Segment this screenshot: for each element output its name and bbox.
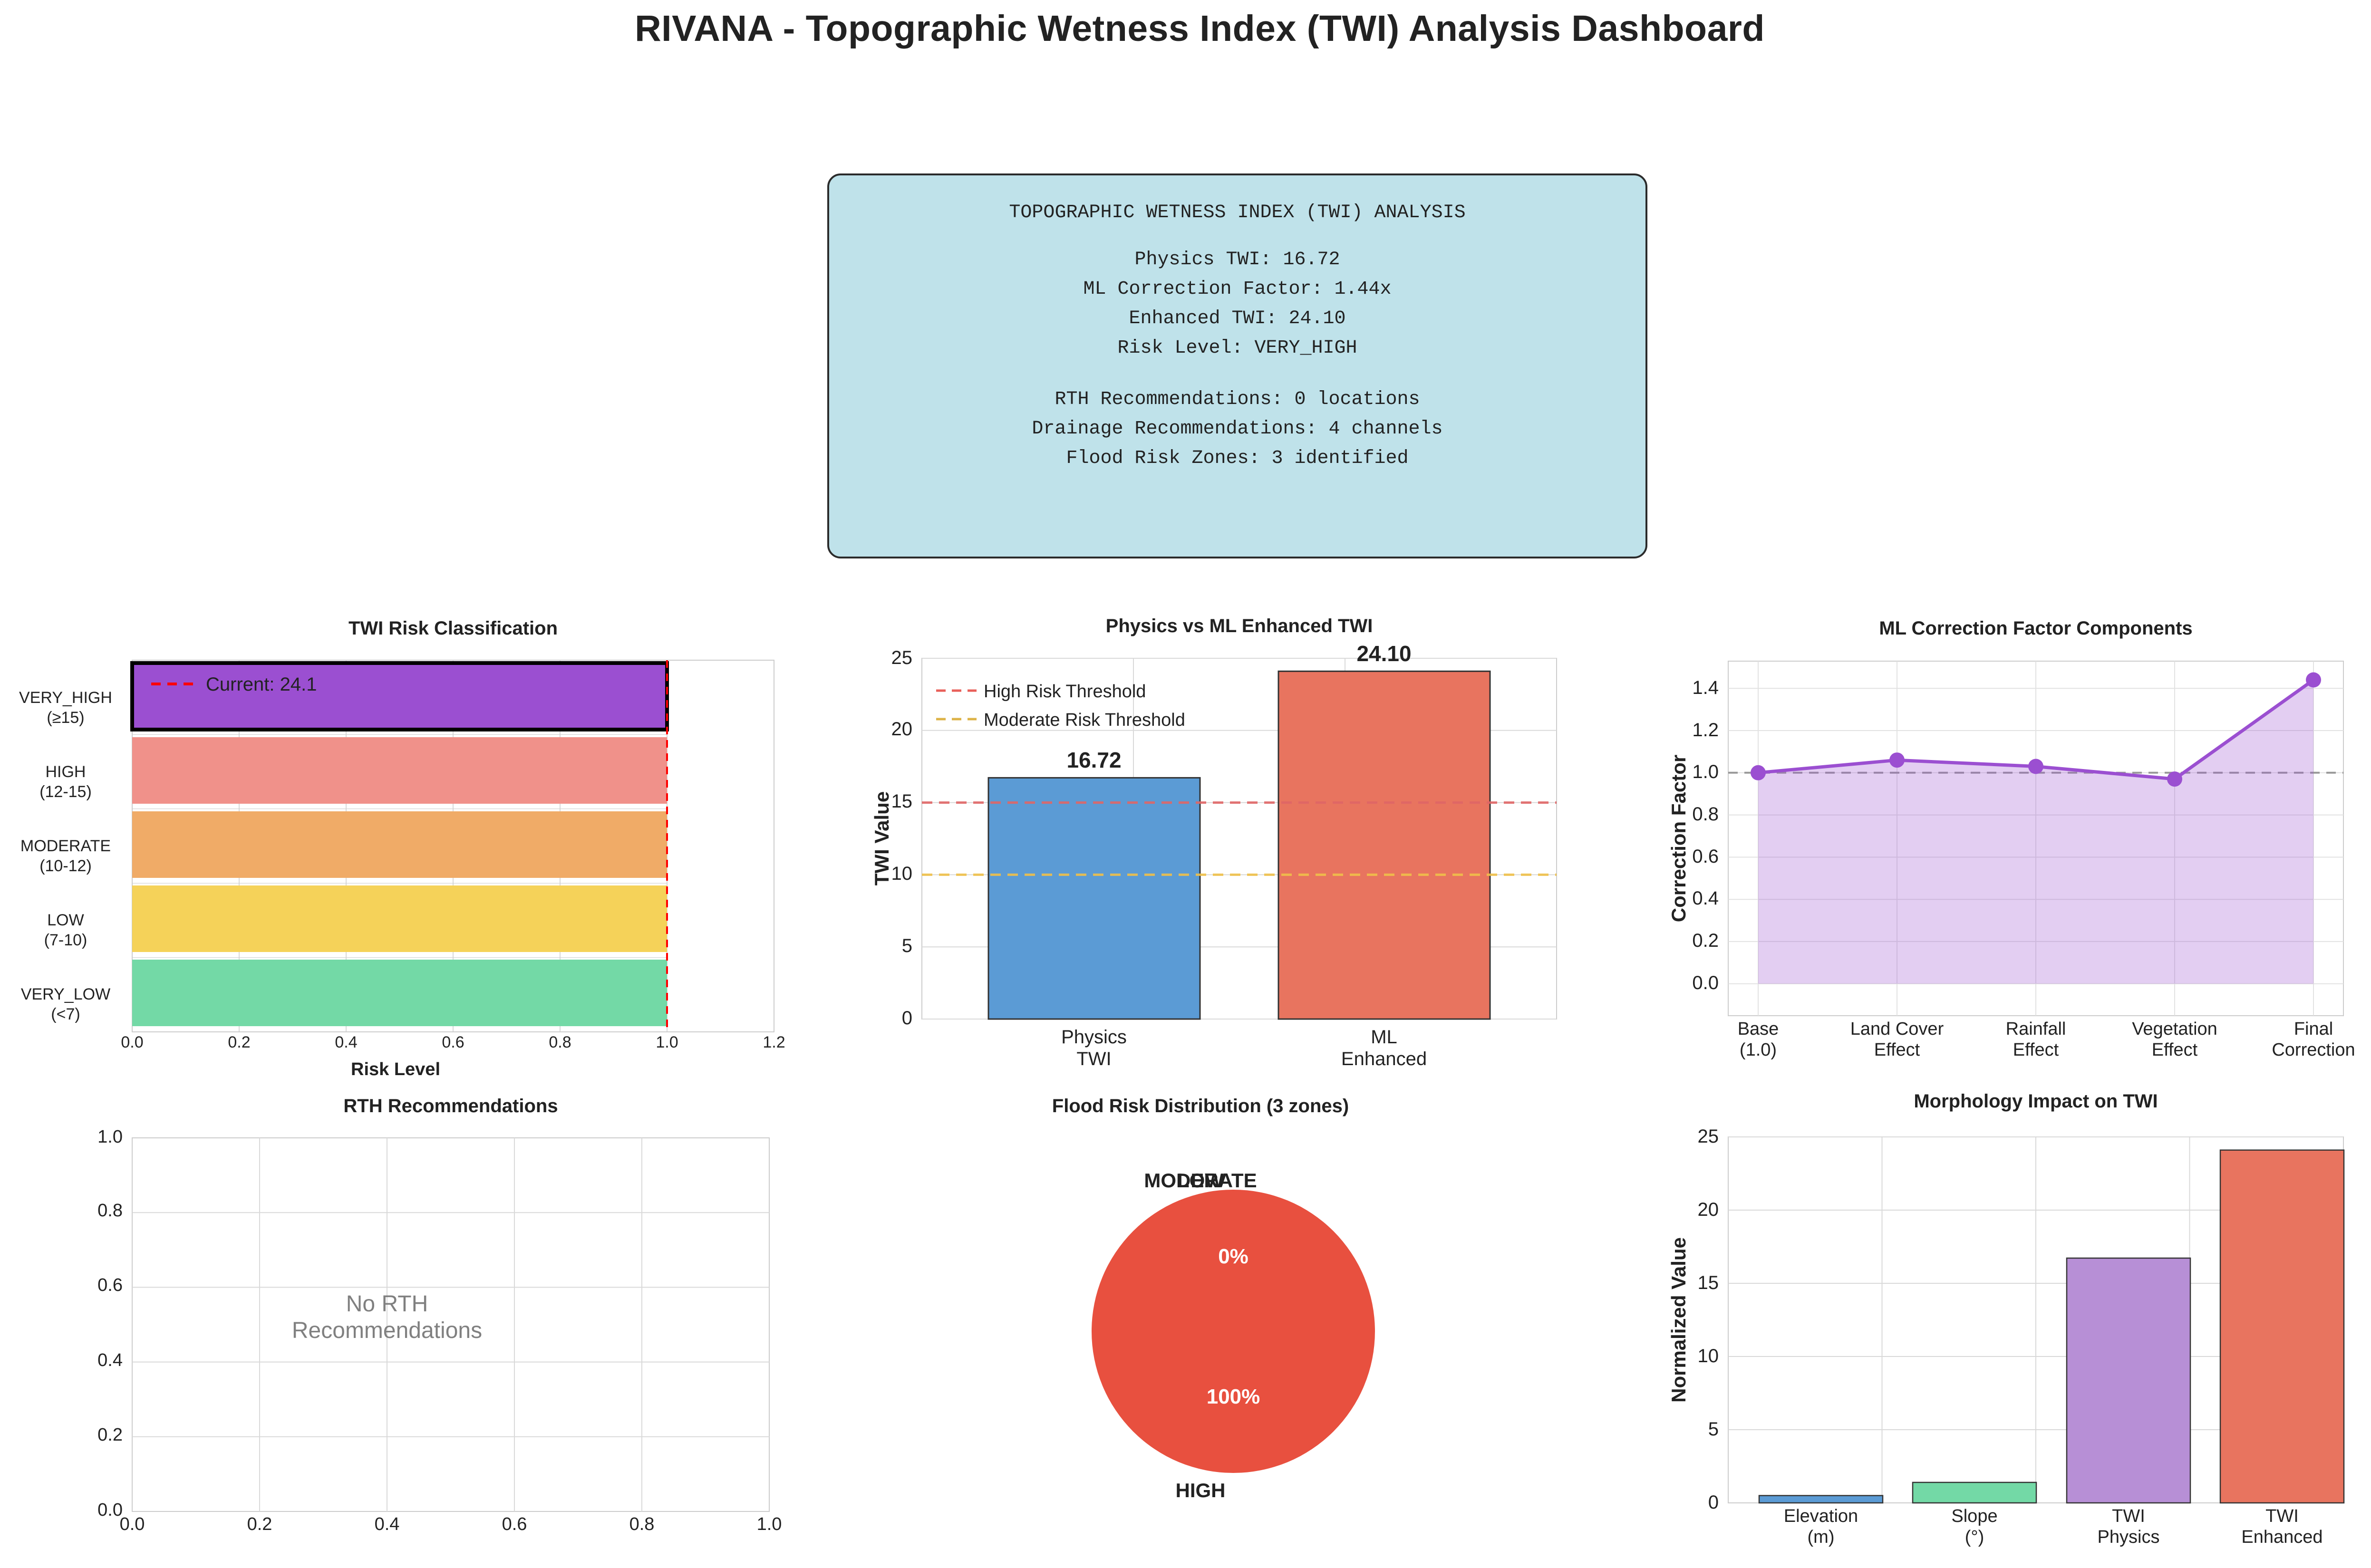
svg-text:0.6: 0.6: [502, 1514, 527, 1534]
svg-text:Physics: Physics: [1061, 1027, 1127, 1048]
svg-text:0.6: 0.6: [1692, 846, 1719, 867]
svg-text:Vegetation: Vegetation: [2132, 1019, 2217, 1039]
svg-text:1.2: 1.2: [763, 1033, 785, 1051]
svg-text:Recommendations: Recommendations: [292, 1318, 482, 1343]
svg-text:25: 25: [891, 647, 913, 668]
svg-text:ML: ML: [1371, 1027, 1397, 1048]
svg-text:0.4: 0.4: [375, 1514, 400, 1534]
svg-text:24.10: 24.10: [1356, 641, 1411, 666]
svg-text:Base: Base: [1738, 1019, 1779, 1039]
svg-text:25: 25: [1698, 1126, 1719, 1147]
svg-text:TWI: TWI: [2112, 1506, 2145, 1526]
svg-text:0.2: 0.2: [247, 1514, 272, 1534]
svg-text:20: 20: [1698, 1199, 1719, 1220]
svg-text:10: 10: [1698, 1346, 1719, 1366]
svg-text:0.0: 0.0: [97, 1500, 123, 1520]
svg-text:1.0: 1.0: [757, 1514, 782, 1534]
svg-text:Correction: Correction: [2272, 1040, 2355, 1060]
svg-text:0.2: 0.2: [97, 1425, 123, 1445]
svg-text:0.0: 0.0: [120, 1514, 145, 1534]
svg-text:0.4: 0.4: [1692, 888, 1719, 909]
svg-text:0.6: 0.6: [442, 1033, 464, 1051]
svg-text:5: 5: [1708, 1419, 1719, 1440]
svg-text:0.2: 0.2: [228, 1033, 250, 1051]
svg-text:1.0: 1.0: [1692, 761, 1719, 782]
svg-text:0.8: 0.8: [629, 1514, 655, 1534]
svg-text:16.72: 16.72: [1066, 748, 1121, 772]
svg-text:TWI: TWI: [2265, 1506, 2299, 1526]
svg-text:Effect: Effect: [2013, 1040, 2059, 1060]
svg-text:0.8: 0.8: [97, 1201, 123, 1221]
svg-text:Correction Factor: Correction Factor: [1667, 755, 1690, 922]
svg-text:(m): (m): [1808, 1527, 1835, 1547]
svg-text:Final: Final: [2294, 1019, 2333, 1039]
svg-text:1.2: 1.2: [1692, 720, 1719, 741]
svg-text:Rainfall: Rainfall: [2006, 1019, 2066, 1039]
svg-text:0%: 0%: [1218, 1245, 1248, 1268]
svg-text:0.0: 0.0: [1692, 972, 1719, 993]
svg-text:0.4: 0.4: [97, 1350, 123, 1370]
svg-text:1.0: 1.0: [656, 1033, 678, 1051]
svg-text:Effect: Effect: [2152, 1040, 2198, 1060]
svg-text:0: 0: [1708, 1492, 1719, 1513]
svg-text:Physics: Physics: [2098, 1527, 2160, 1547]
svg-text:Effect: Effect: [1874, 1040, 1920, 1060]
svg-text:100%: 100%: [1207, 1385, 1260, 1408]
svg-text:0.4: 0.4: [335, 1033, 357, 1051]
svg-text:Moderate Risk Threshold: Moderate Risk Threshold: [984, 710, 1185, 730]
svg-text:15: 15: [1698, 1272, 1719, 1293]
svg-text:10: 10: [891, 863, 913, 884]
svg-text:TWI Value: TWI Value: [871, 791, 893, 885]
svg-text:TWI: TWI: [1076, 1049, 1111, 1069]
svg-text:High Risk Threshold: High Risk Threshold: [984, 682, 1146, 702]
svg-text:Slope: Slope: [1951, 1506, 1997, 1526]
svg-text:1.0: 1.0: [97, 1127, 123, 1147]
svg-text:0.2: 0.2: [1692, 930, 1719, 951]
svg-text:5: 5: [902, 935, 912, 956]
svg-text:Current: 24.1: Current: 24.1: [206, 674, 317, 695]
svg-text:(°): (°): [1965, 1527, 1984, 1547]
svg-text:0.8: 0.8: [549, 1033, 571, 1051]
svg-text:(1.0): (1.0): [1740, 1040, 1777, 1060]
svg-text:Enhanced: Enhanced: [2241, 1527, 2323, 1547]
svg-text:Enhanced: Enhanced: [1341, 1049, 1427, 1069]
svg-text:Normalized Value: Normalized Value: [1667, 1237, 1690, 1403]
svg-text:Elevation: Elevation: [1784, 1506, 1858, 1526]
svg-text:15: 15: [891, 791, 913, 812]
svg-text:0.6: 0.6: [97, 1275, 123, 1295]
svg-text:0.8: 0.8: [1692, 804, 1719, 825]
svg-text:1.4: 1.4: [1692, 677, 1719, 698]
svg-text:0: 0: [902, 1008, 912, 1029]
svg-text:No RTH: No RTH: [346, 1291, 428, 1317]
svg-text:Land Cover: Land Cover: [1850, 1019, 1944, 1039]
svg-text:20: 20: [891, 719, 913, 740]
